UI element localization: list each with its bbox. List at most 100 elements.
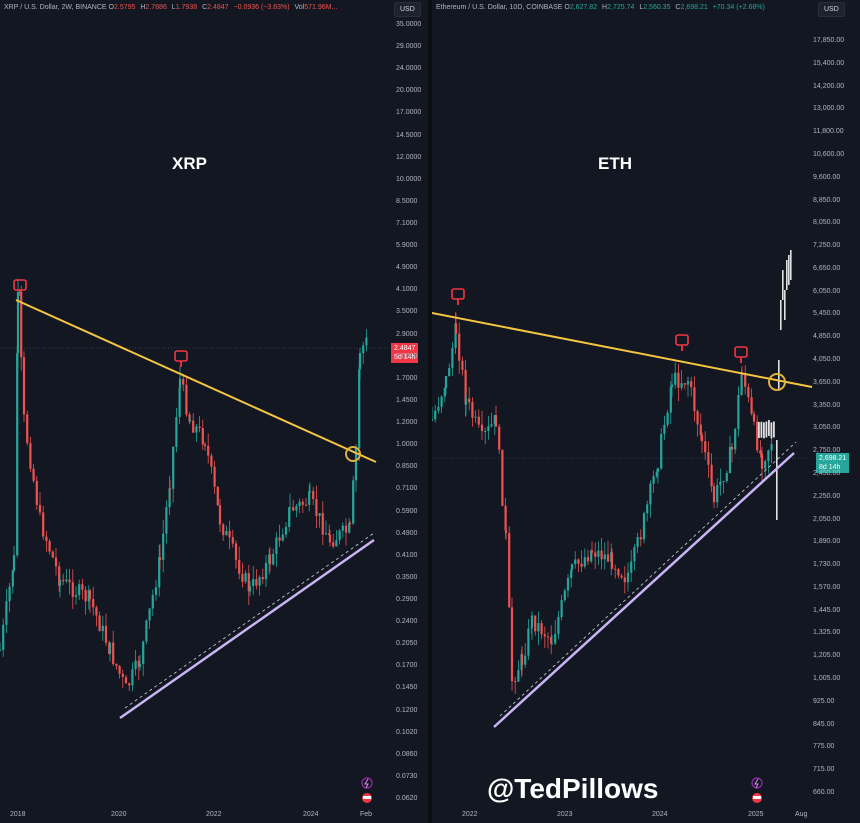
eth-candle [474, 410, 477, 423]
xrp-candle [151, 589, 154, 617]
eth-last-price: 2,698.21 [819, 455, 847, 462]
panel-divider[interactable] [428, 0, 432, 823]
xrp-currency-button[interactable]: USD [394, 2, 421, 17]
eth-candle [468, 387, 471, 411]
eth-breakout-circle [768, 373, 786, 391]
xrp-candle [178, 366, 182, 399]
xrp-candle [58, 573, 62, 598]
eth-price-tick: 1,205.00 [813, 652, 841, 660]
xrp-candle [145, 619, 148, 645]
xrp-price-tick: 0.1450 [396, 684, 418, 692]
xrp-candle [272, 548, 275, 566]
xrp-price-tick: 12.0000 [396, 153, 422, 161]
eth-chart-canvas[interactable] [432, 0, 860, 823]
xrp-candle [231, 529, 234, 548]
xrp-candle [284, 522, 288, 539]
eth-candle [630, 549, 633, 583]
eth-projection-candle [790, 250, 792, 280]
xrp-price-tick: 20.0000 [396, 87, 422, 95]
eth-candle [623, 566, 626, 594]
eth-candle [444, 376, 448, 395]
eth-candle [490, 412, 493, 428]
xrp-candle [48, 539, 51, 555]
xrp-resistance-trendline [15, 299, 377, 463]
xrp-candle [264, 555, 268, 588]
eth-currency-button[interactable]: USD [818, 2, 845, 17]
xrp-lightning-icon[interactable] [361, 777, 373, 789]
xrp-candle [112, 630, 115, 666]
xrp-candle [68, 568, 71, 595]
xrp-price-tick: 5.9000 [396, 242, 418, 250]
eth-candle [747, 383, 750, 403]
eth-price-tick: 715.00 [813, 766, 835, 774]
xrp-candle [295, 503, 298, 518]
xrp-close-value: 2.4847 [207, 4, 229, 11]
xrp-candle [38, 491, 42, 516]
eth-price-tick: 5,450.00 [813, 310, 841, 318]
eth-price-tick: 2,250.00 [813, 492, 841, 500]
xrp-candle [328, 529, 332, 547]
xrp-candle [275, 532, 278, 567]
xrp-candle [62, 573, 65, 585]
eth-price-tick: 1,445.00 [813, 606, 841, 614]
xrp-price-tick: 2.0000 [396, 352, 418, 360]
xrp-candle [301, 498, 304, 514]
xrp-low-label: L [171, 4, 176, 11]
eth-price-tick: 775.00 [813, 743, 835, 751]
eth-chart-panel[interactable]: Ethereum / U.S. Dollar, 10D, COINBASE O2… [432, 0, 860, 823]
xrp-candle [218, 498, 222, 533]
eth-candle [730, 442, 734, 463]
eth-candle [686, 377, 690, 384]
eth-lightning-icon[interactable] [751, 777, 763, 789]
eth-candle [642, 511, 646, 528]
eth-candle [477, 409, 480, 428]
eth-pointing-hand-icon [451, 288, 465, 305]
eth-candle [752, 410, 756, 426]
xrp-candle [304, 497, 308, 507]
xrp-candle [115, 663, 118, 670]
xrp-candle [32, 464, 35, 483]
eth-pointing-hand-icon [734, 346, 748, 363]
eth-candle [707, 441, 710, 478]
xrp-candle [74, 586, 78, 605]
xrp-candle [65, 569, 68, 584]
eth-candle [764, 459, 767, 479]
xrp-candle [54, 547, 58, 576]
eth-candle [770, 433, 773, 464]
xrp-candle [16, 278, 20, 367]
eth-candle [767, 449, 770, 474]
xrp-price-tick: 35.0000 [396, 21, 422, 28]
xrp-candle [22, 351, 26, 423]
eth-candle [699, 413, 702, 441]
eth-candle [610, 548, 614, 570]
eth-projection-candle [768, 419, 770, 436]
eth-candle [750, 388, 753, 416]
eth-candle [716, 478, 719, 508]
eth-projection-candle [758, 422, 760, 438]
eth-price-tick: 14,200.00 [813, 82, 845, 90]
xrp-chart-canvas[interactable] [0, 0, 428, 823]
xrp-candle [341, 522, 344, 538]
xrp-candle [332, 534, 335, 549]
xrp-price-tick: 7.1000 [396, 220, 418, 228]
eth-candle [655, 468, 658, 479]
xrp-chart-panel[interactable]: XRP / U.S. Dollar, 2W, BINANCE O2.5795 H… [0, 0, 428, 823]
xrp-candle [213, 461, 216, 494]
eth-candle [603, 542, 606, 570]
xrp-price-tick: 0.2400 [396, 618, 418, 626]
eth-candle [434, 404, 437, 423]
eth-flag-icon[interactable] [752, 793, 762, 803]
eth-candle [737, 386, 740, 437]
eth-candle [756, 415, 759, 453]
xrp-candle [328, 524, 331, 536]
xrp-candle [95, 605, 98, 627]
xrp-price-tick: 0.1700 [396, 662, 418, 670]
eth-candle [734, 427, 737, 454]
xrp-flag-icon[interactable] [362, 793, 372, 803]
eth-high-value: 2,725.74 [607, 4, 635, 11]
eth-candle [570, 568, 573, 588]
xrp-candle [288, 493, 292, 519]
xrp-high-label: H [140, 4, 146, 11]
xrp-candle [0, 641, 2, 652]
eth-price-tick: 6,650.00 [813, 264, 841, 272]
